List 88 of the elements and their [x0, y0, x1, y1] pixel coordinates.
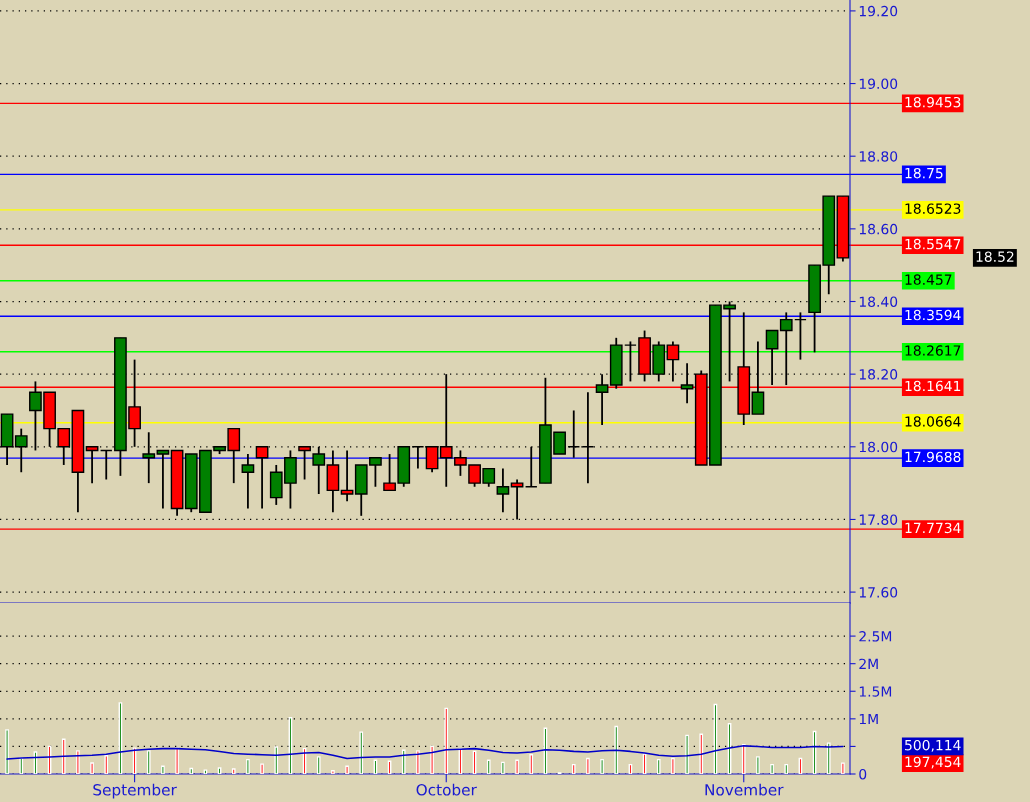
bar: [19, 757, 24, 774]
bar: [756, 756, 760, 774]
bar: [444, 707, 449, 774]
bar: [203, 769, 208, 774]
line-series: [6, 745, 844, 760]
bar: [401, 749, 406, 774]
candlestick: [14, 427, 28, 474]
bar: [784, 763, 789, 774]
bar: [316, 756, 321, 774]
bar: [600, 758, 604, 774]
bar: [5, 729, 9, 774]
bar: [246, 758, 250, 774]
bar: [770, 763, 774, 774]
y-tick-label: 18.80: [859, 151, 898, 162]
candlestick: [510, 478, 524, 521]
bar: [741, 744, 746, 774]
x-tick-label: September: [93, 783, 177, 799]
text: 18.52: [976, 251, 1014, 262]
bar: [826, 742, 831, 774]
candlestick: [312, 445, 326, 495]
x-tick-label: October: [416, 783, 477, 796]
ref-line-label: 18.1641: [905, 380, 961, 392]
ref-line-label: 17.9688: [905, 451, 961, 463]
ref-line-label: 18.2617: [905, 345, 961, 356]
y-tick-label: 1M: [859, 713, 878, 725]
bar: [586, 757, 590, 774]
y-tick-label: 18.60: [859, 223, 898, 235]
bar: [231, 768, 236, 774]
y-tick-label: 2M: [859, 658, 878, 669]
bar: [656, 758, 661, 774]
bar: [76, 750, 80, 774]
ref-line-label: 18.6523: [905, 203, 961, 214]
y-tick-label: 19.20: [859, 5, 898, 17]
y-tick-label: 2.5M: [859, 631, 892, 642]
bar: [416, 750, 420, 774]
ref-line-label: 17.7734: [905, 522, 961, 534]
bar: [685, 734, 689, 774]
y-tick-label: 19.00: [859, 78, 898, 90]
bar: [614, 725, 619, 774]
candlestick: [425, 445, 439, 474]
y-tick-label: 17.80: [859, 514, 898, 525]
bar: [515, 759, 519, 774]
y-tick-label: 0: [859, 768, 867, 780]
y-tick-label: 18.00: [859, 441, 898, 453]
bar: [104, 755, 109, 774]
bar: [529, 753, 534, 774]
bar: [260, 763, 264, 774]
ref-line-label: 18.5547: [905, 238, 961, 250]
bar: [161, 765, 165, 774]
bar: [217, 767, 222, 774]
bar: [90, 762, 94, 774]
bar: [671, 757, 675, 774]
bar: [274, 746, 279, 774]
bar: [331, 769, 335, 774]
ref-line-label: 18.75: [905, 167, 943, 179]
candlestick: [794, 311, 807, 361]
y-tick-label: 18.20: [859, 369, 898, 380]
bar: [430, 745, 434, 774]
ref-line-label: 18.0664: [905, 416, 961, 427]
x-tick-label: November: [705, 783, 784, 796]
ref-line-label: 18.9453: [905, 96, 961, 108]
candlestick: [99, 449, 113, 481]
candlestick: [340, 449, 354, 503]
candlestick: [156, 449, 170, 510]
y-tick-label: 18.40: [859, 296, 898, 307]
candlestick: [241, 453, 255, 510]
bar: [345, 765, 349, 774]
bar: [146, 750, 151, 774]
y-tick-label: 17.60: [859, 587, 898, 598]
bar: [175, 747, 179, 774]
bar: [61, 738, 66, 774]
y-tick-label: 1.5M: [859, 686, 892, 697]
candlestick: [624, 340, 637, 383]
bar: [359, 731, 364, 774]
candlestick: [411, 445, 425, 470]
ref-line-label: 18.457: [905, 274, 952, 285]
candlestick: [142, 431, 156, 485]
ref-line-label: 18.3594: [905, 309, 961, 321]
bar: [841, 762, 845, 774]
bar: [189, 767, 194, 774]
bar: [699, 733, 704, 774]
candlestick: [496, 467, 510, 514]
text: 500,114: [905, 739, 961, 752]
text: 197,454: [905, 756, 961, 769]
bar: [486, 759, 491, 774]
bar: [571, 763, 576, 774]
candlestick: [255, 445, 269, 510]
bar: [501, 761, 505, 774]
